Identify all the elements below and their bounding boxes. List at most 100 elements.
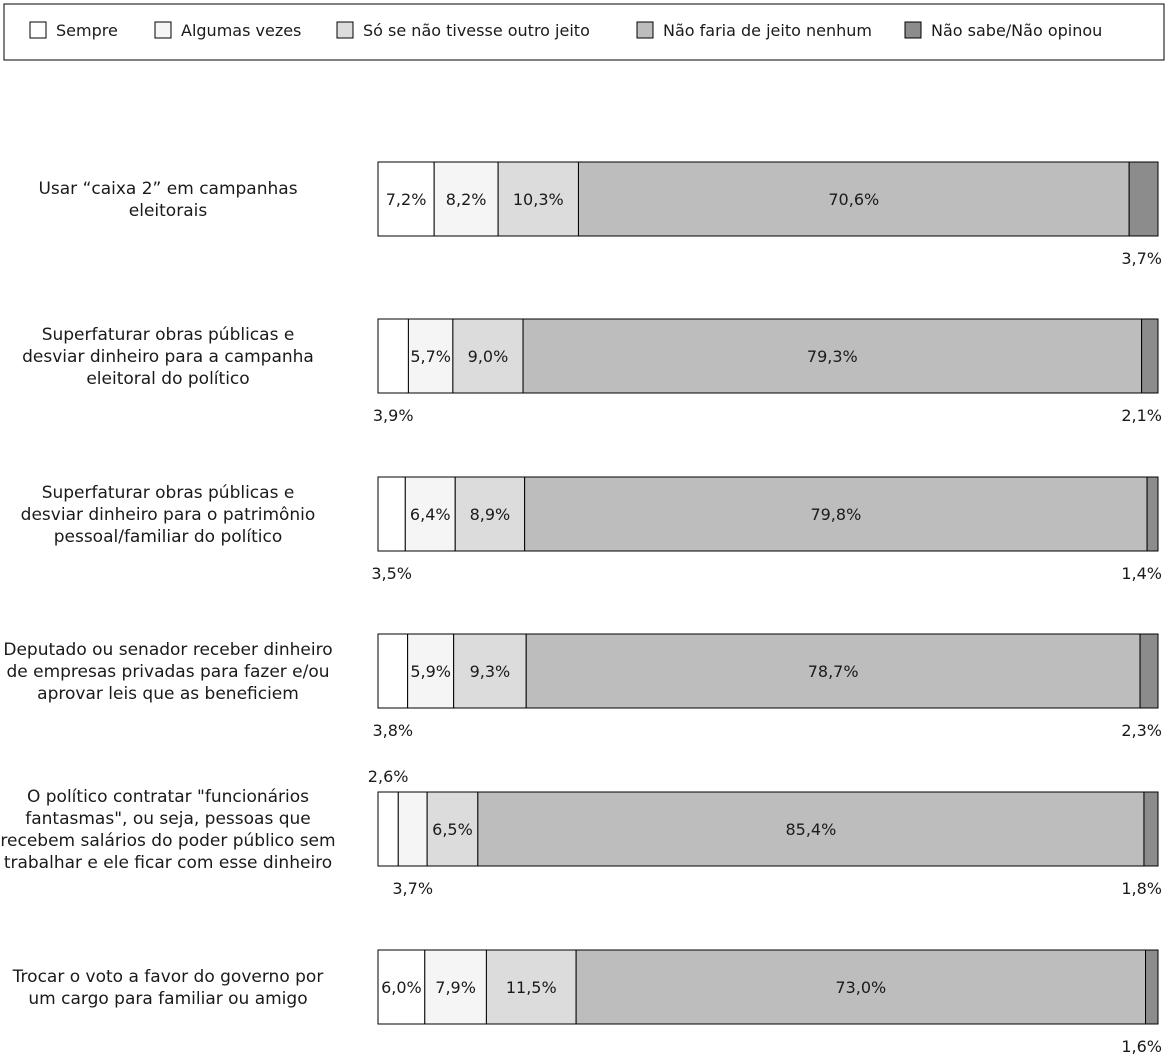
bar-segment-so-se-nao-tivesse-outro-jeito [453,633,527,709]
bar-row: Superfaturar obras públicas e desviar din… [22,318,1162,425]
data-label-so-se-nao-tivesse-outro-jeito: 11,5% [506,978,557,997]
legend-label-nao-sabe-nao-opinou: Não sabe/Não opinou [931,21,1102,40]
chart-legend: Sempre Algumas vezes Só se não tivesse out… [3,3,1165,61]
legend-swatch-nao-faria-de-jeito-nenhum [636,21,654,39]
data-label-algumas-vezes: 8,2% [446,190,487,209]
data-label-so-se-nao-tivesse-outro-jeito: 9,0% [468,347,509,366]
data-label-sempre: 3,9% [373,406,414,425]
bar-row: Deputado ou senador receber dinheiro de e… [3,633,1162,740]
data-label-algumas-vezes: 5,9% [410,662,451,681]
bar-segment-algumas-vezes [407,633,455,709]
bar-segment-nao-sabe-nao-opinou [1139,633,1159,709]
category-label-line: trabalhar e ele ficar com esse dinheiro [4,853,332,873]
data-label-algumas-vezes: 5,7% [410,347,451,366]
data-label-nao-faria-de-jeito-nenhum: 70,6% [828,190,879,209]
category-label-line: de empresas privadas para fazer e/ou [6,662,329,682]
data-label-nao-faria-de-jeito-nenhum: 79,8% [810,505,861,524]
data-label-sempre: 3,8% [372,721,413,740]
bar-segment-nao-faria-de-jeito-nenhum [575,949,1147,1025]
category-label-line: desviar dinheiro para a campanha [22,347,314,367]
category-label: Usar “caixa 2” em campanhas eleitorais [38,179,297,221]
category-label-line: aprovar leis que as beneficiem [37,684,299,704]
category-label-line: fantasmas", ou seja, pessoas que [25,809,311,829]
bar-segment-so-se-nao-tivesse-outro-jeito [497,161,579,237]
bar-segment-nao-faria-de-jeito-nenhum [525,633,1141,709]
bar-segment-nao-faria-de-jeito-nenhum [577,161,1130,237]
bar-row: O político contratar "funcionários fantas… [0,767,1162,898]
category-label-line: Superfaturar obras públicas e [42,483,295,503]
bar-segment-sempre [377,318,409,394]
bar-segment-algumas-vezes [424,949,487,1025]
data-label-nao-sabe-nao-opinou: 2,3% [1121,721,1162,740]
data-label-nao-sabe-nao-opinou: 3,7% [1121,249,1162,268]
legend-label-nao-faria-de-jeito-nenhum: Não faria de jeito nenhum [663,21,872,40]
category-label-line: O político contratar "funcionários [27,787,309,807]
category-label: Deputado ou senador receber dinheiro de e… [3,640,332,704]
bar-segment-sempre [377,161,435,237]
bar-segment-algumas-vezes [397,791,428,867]
bar-row: Trocar o voto a favor do governo por um c… [12,949,1162,1056]
data-label-algumas-vezes: 3,7% [392,879,433,898]
data-label-nao-faria-de-jeito-nenhum: 73,0% [835,978,886,997]
bar-segment-so-se-nao-tivesse-outro-jeito [452,318,524,394]
bar-segment-nao-sabe-nao-opinou [1145,949,1159,1025]
data-label-nao-faria-de-jeito-nenhum: 79,3% [807,347,858,366]
data-label-so-se-nao-tivesse-outro-jeito: 6,5% [432,820,473,839]
category-label-line: eleitoral do político [86,369,249,389]
data-label-nao-sabe-nao-opinou: 1,8% [1121,879,1162,898]
bar-segment-algumas-vezes [433,161,499,237]
bar-segment-nao-sabe-nao-opinou [1146,476,1159,552]
legend-label-so-se-nao-tivesse-outro-jeito: Só se não tivesse outro jeito [363,21,590,40]
legend-swatch-algumas-vezes [154,21,172,39]
bar-row: Usar “caixa 2” em campanhas eleitorais 7,2… [38,161,1162,268]
legend-label-algumas-vezes: Algumas vezes [181,21,301,40]
data-label-so-se-nao-tivesse-outro-jeito: 8,9% [470,505,511,524]
category-label-line: eleitorais [129,201,208,221]
legend-frame [3,3,1165,61]
bar-segment-nao-sabe-nao-opinou [1128,161,1159,237]
bar-row: Superfaturar obras públicas e desviar din… [21,476,1162,583]
category-label: Trocar o voto a favor do governo por um c… [12,967,324,1009]
legend-swatch-so-se-nao-tivesse-outro-jeito [336,21,354,39]
data-label-so-se-nao-tivesse-outro-jeito: 9,3% [470,662,511,681]
legend-swatch-nao-sabe-nao-opinou [904,21,922,39]
category-label: O político contratar "funcionários fantas… [0,787,335,873]
data-label-sempre: 3,5% [371,564,412,583]
category-label-line: Trocar o voto a favor do governo por [12,967,324,987]
data-label-nao-sabe-nao-opinou: 2,1% [1121,406,1162,425]
category-label-line: um cargo para familiar ou amigo [28,989,307,1009]
data-label-nao-faria-de-jeito-nenhum: 78,7% [808,662,859,681]
bar-segment-sempre [377,949,426,1025]
data-label-sempre: 2,6% [368,767,409,786]
plot-area: Usar “caixa 2” em campanhas eleitorais 7,2… [0,161,1162,1056]
data-label-algumas-vezes: 7,9% [435,978,476,997]
bar-segment-sempre [377,633,409,709]
data-label-nao-sabe-nao-opinou: 1,6% [1121,1037,1162,1056]
bar-segment-algumas-vezes [407,318,454,394]
data-label-nao-sabe-nao-opinou: 1,4% [1121,564,1162,583]
bar-segment-sempre [377,791,399,867]
legend-swatch-sempre [29,21,47,39]
category-label-line: Deputado ou senador receber dinheiro [3,640,332,660]
category-label-line: desviar dinheiro para o patrimônio [21,505,316,525]
data-label-nao-faria-de-jeito-nenhum: 85,4% [785,820,836,839]
bar-segment-algumas-vezes [404,476,456,552]
category-label-line: recebem salários do poder público sem [0,831,335,851]
data-label-algumas-vezes: 6,4% [410,505,451,524]
data-label-sempre: 7,2% [386,190,427,209]
bar-segment-so-se-nao-tivesse-outro-jeito [454,476,526,552]
category-label-line: pessoal/familiar do político [54,527,283,547]
category-label: Superfaturar obras públicas e desviar din… [21,483,316,547]
category-label-line: Superfaturar obras públicas e [42,325,295,345]
category-label-line: Usar “caixa 2” em campanhas [38,179,297,199]
data-label-so-se-nao-tivesse-outro-jeito: 10,3% [513,190,564,209]
bar-segment-so-se-nao-tivesse-outro-jeito [485,949,577,1025]
category-label: Superfaturar obras públicas e desviar din… [22,325,314,389]
bar-segment-nao-sabe-nao-opinou [1143,791,1159,867]
bar-segment-nao-faria-de-jeito-nenhum [477,791,1145,867]
bar-segment-nao-faria-de-jeito-nenhum [522,318,1143,394]
bar-segment-sempre [377,476,406,552]
legend-label-sempre: Sempre [56,21,118,40]
data-label-sempre: 6,0% [381,978,422,997]
